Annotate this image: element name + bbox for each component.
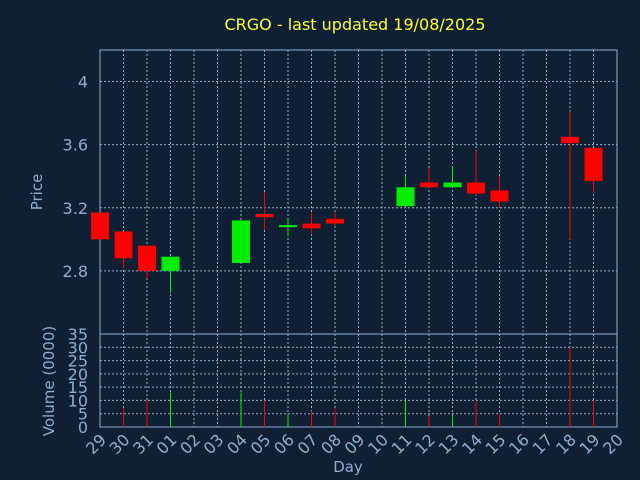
candle-body [561,136,579,144]
candle-body [138,245,156,271]
candle-body [584,147,603,181]
x-tick-labels: 2930310102030405060708091011121314151617… [82,430,627,458]
volume-tick-label: 15 [68,378,88,397]
volume-tick-label: 20 [68,365,88,384]
candle-body [91,212,109,240]
candle-body [232,220,250,263]
candle-body [490,190,509,202]
volume-tick-label: 10 [68,391,88,410]
volume-tick-label: 25 [68,352,88,371]
chart-title: CRGO - last updated 19/08/2025 [224,15,485,34]
volume-tick-label: 35 [68,325,88,344]
price-tick-label: 3.6 [63,136,88,155]
candle-body [255,214,274,218]
volume-plot-frame [99,333,618,428]
volume-tick-label: 5 [78,405,88,424]
volume-axis-label: Volume (0000) [40,326,58,436]
x-tick-label: 20 [599,430,627,458]
candle-body [161,256,180,271]
candle-body [420,182,438,188]
price-tick-label: 4 [78,73,88,92]
candle-body [396,187,415,207]
candle-body [279,225,297,228]
candle-body [114,231,133,259]
candle-body [443,182,462,188]
candle-body [302,223,321,229]
price-tick-label: 3.2 [63,199,88,218]
day-axis-label: Day [333,458,363,476]
candle-body [326,218,344,224]
price-axis-label: Price [28,174,46,211]
volume-tick-label: 30 [68,338,88,357]
candle-body [467,182,485,194]
price-panel: 2.8 3.2 3.6 4 [63,49,618,335]
volume-tick-label: 0 [78,418,88,437]
price-tick-label: 2.8 [63,262,88,281]
